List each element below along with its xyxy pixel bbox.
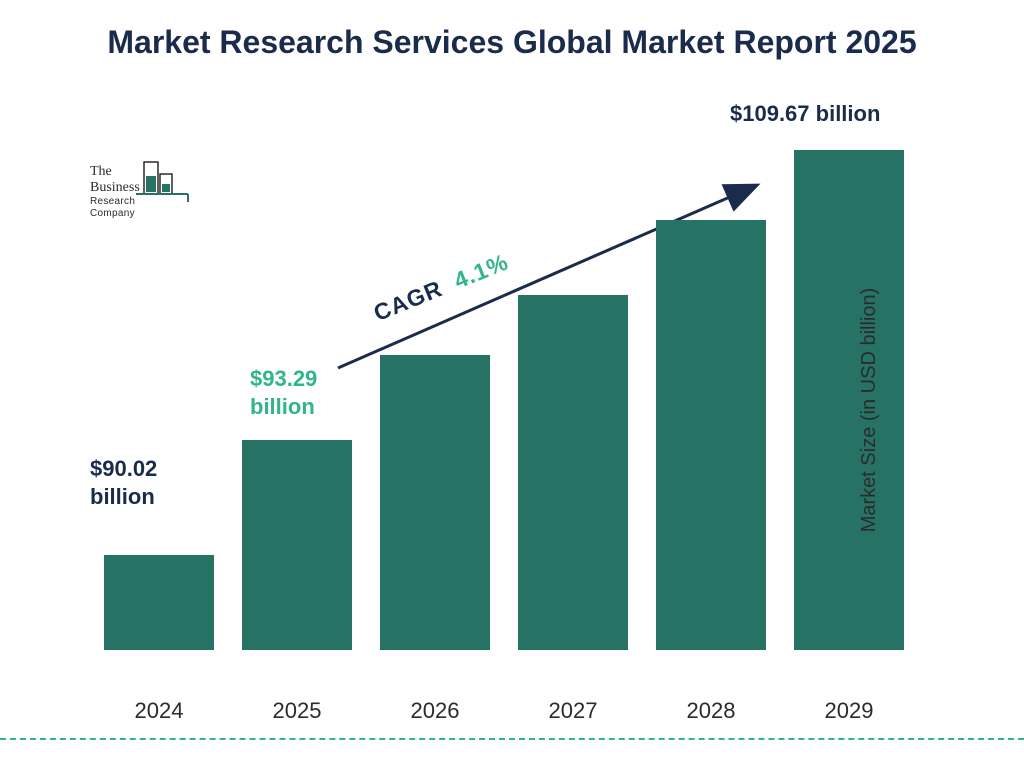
bar-2024 <box>104 555 214 650</box>
value-label-2029: $109.67 billion <box>730 100 880 128</box>
cagr-text: CAGR <box>370 275 446 326</box>
x-tick-2029: 2029 <box>794 698 904 724</box>
value-label-2025-amount: $93.29 <box>250 366 317 391</box>
x-tick-2024: 2024 <box>104 698 214 724</box>
bar-2028 <box>656 220 766 650</box>
x-tick-2025: 2025 <box>242 698 352 724</box>
x-tick-2028: 2028 <box>656 698 766 724</box>
value-label-2024-unit: billion <box>90 484 155 509</box>
bottom-dashed-line <box>0 738 1024 740</box>
cagr-label: CAGR 4.1% <box>370 248 513 327</box>
bar-2026 <box>380 355 490 650</box>
bar-chart: CAGR 4.1% $90.02 billion $93.29 billion … <box>90 130 920 690</box>
y-axis-label: Market Size (in USD billion) <box>858 288 881 533</box>
value-label-2025: $93.29 billion <box>250 365 317 420</box>
x-tick-2027: 2027 <box>518 698 628 724</box>
x-tick-2026: 2026 <box>380 698 490 724</box>
cagr-percent: 4.1% <box>450 248 512 293</box>
chart-title: Market Research Services Global Market R… <box>0 22 1024 62</box>
bar-2025 <box>242 440 352 650</box>
bar-2027 <box>518 295 628 650</box>
chart-container: Market Research Services Global Market R… <box>0 0 1024 768</box>
value-label-2029-text: $109.67 billion <box>730 101 880 126</box>
x-axis: 2024 2025 2026 2027 2028 2029 <box>90 698 920 728</box>
value-label-2025-unit: billion <box>250 394 315 419</box>
plot-area: CAGR 4.1% $90.02 billion $93.29 billion … <box>90 130 920 650</box>
bar-2029 <box>794 150 904 650</box>
value-label-2024: $90.02 billion <box>90 455 157 510</box>
value-label-2024-amount: $90.02 <box>90 456 157 481</box>
